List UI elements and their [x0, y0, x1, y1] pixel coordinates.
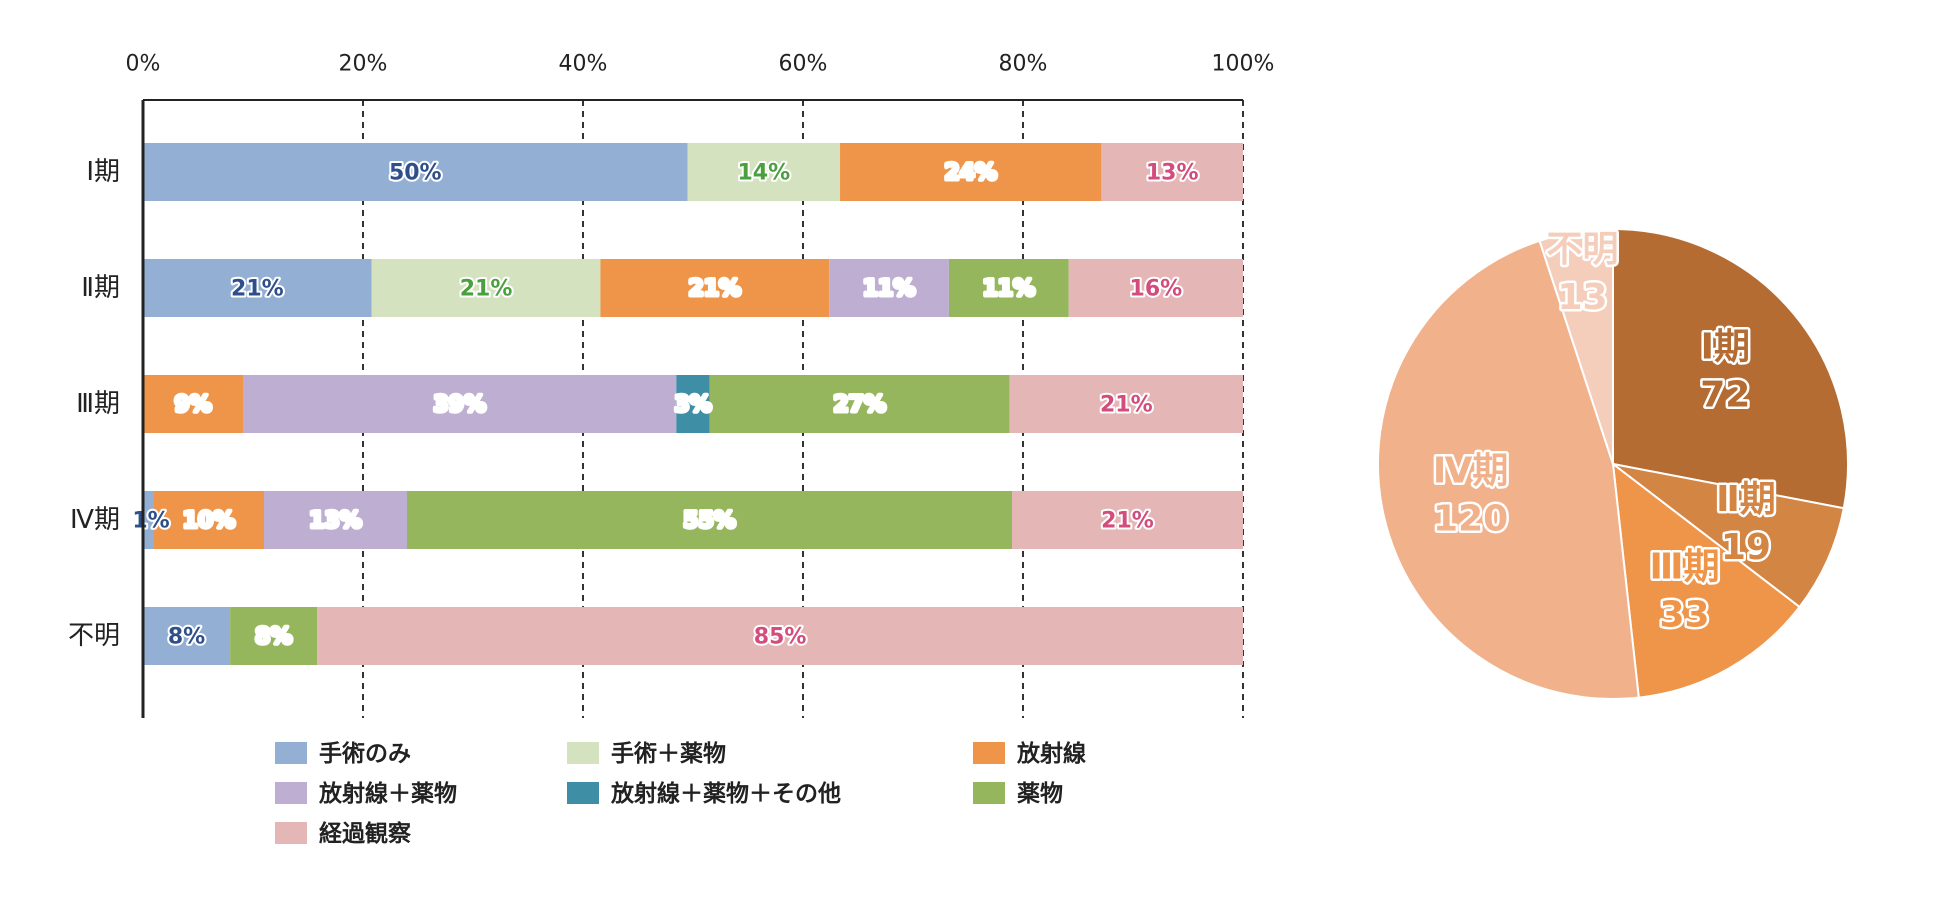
legend-label: 放射線＋薬物＋その他	[610, 780, 841, 807]
legend-label: 薬物	[1017, 780, 1063, 807]
bar-segment	[829, 259, 949, 317]
bar-data-label: 39%	[433, 393, 486, 418]
bar-segment	[1009, 375, 1243, 433]
bar-data-label: 21%	[460, 277, 513, 302]
legend-swatch	[973, 782, 1005, 804]
legend-label: 経過観察	[319, 820, 412, 847]
bar-segment	[143, 607, 231, 665]
bar-data-label: 13%	[309, 509, 362, 534]
pie-slice-label: Ⅲ期	[1650, 546, 1720, 587]
bar-segment	[317, 607, 1243, 665]
bar-segment	[143, 143, 688, 201]
stacked-bars	[143, 143, 1243, 665]
bar-data-label: 16%	[1130, 277, 1183, 302]
bar-segment	[948, 259, 1069, 317]
bar-data-label: 14%	[737, 161, 790, 186]
bar-data-labels: 50% 14% 24% 13% 21% 21% 21% 11% 11% 16% 9% 39% 3% 27%…	[130, 159, 1200, 652]
x-tick-label: 0%	[126, 52, 161, 77]
pie-slice-value: 13	[1557, 277, 1607, 318]
bar-segment	[243, 375, 677, 433]
pie-slice	[1538, 227, 1614, 465]
bar-data-label: 21%	[1100, 393, 1153, 418]
bar-data-label: 21%	[688, 277, 741, 302]
x-tick-label: 100%	[1212, 52, 1275, 77]
legend-swatch	[567, 782, 599, 804]
x-axis-ticks: 0% 20% 40% 60% 80% 100%	[126, 52, 1275, 77]
bar-segment	[1012, 491, 1243, 549]
pie-slice-value: 120	[1433, 498, 1508, 539]
bar-data-label: 85%	[754, 625, 807, 650]
category-label: Ⅳ期	[70, 505, 120, 535]
bar-segment	[676, 375, 710, 433]
bar-segment	[143, 375, 243, 433]
bar-segment	[407, 491, 1012, 549]
pie-slice-label: Ⅱ期	[1716, 479, 1776, 520]
bar-data-label: 9%	[174, 393, 211, 418]
bar-segment	[1068, 259, 1243, 317]
bar-segment	[230, 607, 318, 665]
bar-segment	[371, 259, 601, 317]
legend-swatch	[275, 822, 307, 844]
bar-data-label: 55%	[683, 509, 736, 534]
bar-segment	[1101, 143, 1243, 201]
bar-data-label: 50%	[389, 161, 442, 186]
legend-swatch	[567, 742, 599, 764]
pie-slice	[1612, 227, 1849, 510]
bar-data-label: 3%	[674, 393, 711, 418]
category-label: Ⅲ期	[76, 389, 120, 419]
bar-segment	[264, 491, 407, 549]
pie-slice-label: 不明	[1546, 229, 1618, 270]
bar-data-label: 27%	[833, 393, 886, 418]
bar-segment	[687, 143, 841, 201]
bar-segment	[143, 259, 372, 317]
bar-data-label: 10%	[183, 509, 236, 534]
legend-swatch	[275, 742, 307, 764]
x-tick-label: 40%	[559, 52, 608, 77]
legend-label: 放射線＋薬物	[318, 780, 457, 807]
x-tick-label: 80%	[999, 52, 1048, 77]
bar-data-label: 1%	[132, 509, 169, 534]
x-tick-label: 20%	[339, 52, 388, 77]
pie-slice	[1377, 239, 1640, 700]
bar-segment	[154, 491, 264, 549]
bar-segment	[143, 491, 154, 549]
pie-slice-value: 19	[1721, 527, 1771, 568]
legend-label: 手術のみ	[319, 740, 411, 767]
pie-slice-label: Ⅰ期	[1701, 327, 1750, 368]
bar-data-label: 8%	[255, 625, 292, 650]
bar-data-label: 21%	[231, 277, 284, 302]
bar-data-label: 11%	[863, 277, 916, 302]
bar-data-label: 8%	[168, 625, 205, 650]
pie-chart	[1377, 227, 1849, 700]
category-label: Ⅰ期	[86, 157, 120, 187]
legend-swatch	[275, 782, 307, 804]
pie-slice	[1611, 461, 1801, 699]
bar-data-label: 13%	[1146, 161, 1199, 186]
category-label: Ⅱ期	[81, 273, 120, 303]
pie-slice-value: 72	[1700, 375, 1750, 416]
bar-segment	[840, 143, 1102, 201]
bar-data-label: 24%	[944, 161, 997, 186]
legend-label: 手術＋薬物	[611, 740, 726, 767]
bar-data-label: 11%	[983, 277, 1036, 302]
category-label: 不明	[68, 621, 120, 651]
bar-data-label: 21%	[1101, 509, 1154, 534]
pie-slice-label: Ⅳ期	[1433, 450, 1509, 491]
bar-segment	[709, 375, 1010, 433]
pie-slice	[1612, 463, 1845, 609]
pie-slice-value: 33	[1660, 594, 1710, 635]
legend-label: 放射線	[1016, 740, 1086, 767]
bar-segment	[600, 259, 830, 317]
legend-swatch	[973, 742, 1005, 764]
x-tick-label: 60%	[779, 52, 828, 77]
